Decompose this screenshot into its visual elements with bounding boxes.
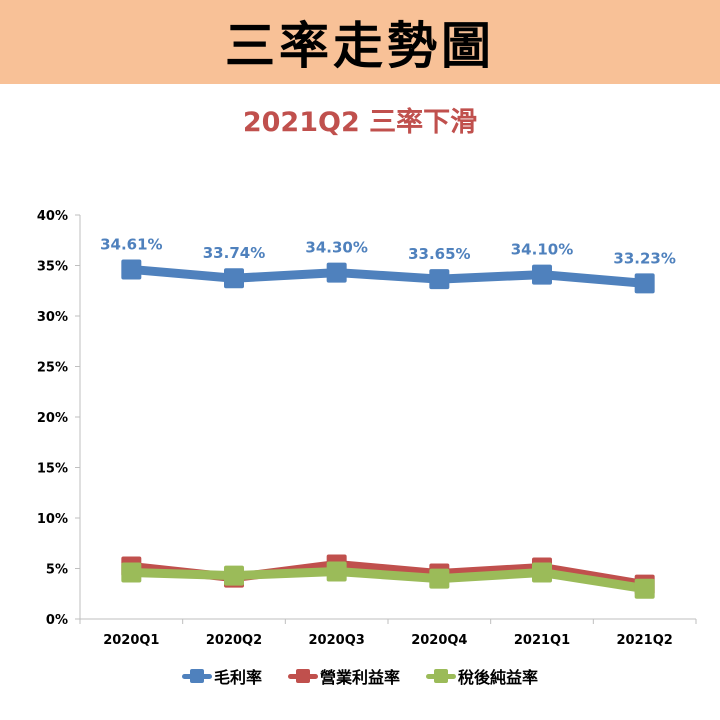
chart-legend: 毛利率 營業利益率 稅後純益率 xyxy=(0,664,720,688)
y-tick-label: 30% xyxy=(37,310,68,325)
data-point xyxy=(121,562,142,583)
data-point xyxy=(634,578,655,599)
data-point xyxy=(532,264,552,285)
data-point xyxy=(121,259,142,280)
legend-item-operating: 營業利益率 xyxy=(287,664,400,688)
y-tick-label: 5% xyxy=(46,563,68,578)
data-point xyxy=(634,273,655,294)
series-line-2 xyxy=(126,567,650,594)
legend-label-gross: 毛利率 xyxy=(213,668,262,687)
page-title: 三率走勢圖 xyxy=(225,17,495,75)
data-point xyxy=(326,561,347,582)
legend-item-gross: 毛利率 xyxy=(181,664,262,688)
legend-label-net: 稅後純益率 xyxy=(458,668,539,687)
legend-swatch-gross xyxy=(181,669,212,683)
data-point xyxy=(224,565,244,586)
x-tick-label: 2021Q1 xyxy=(514,633,570,648)
y-tick-label: 40% xyxy=(37,209,68,224)
x-tick-label: 2020Q3 xyxy=(309,633,365,648)
data-label: 33.23% xyxy=(613,249,675,267)
y-tick-label: 10% xyxy=(37,512,68,527)
y-tick-label: 15% xyxy=(37,462,68,477)
legend-swatch-net xyxy=(426,669,456,683)
data-point xyxy=(326,262,347,283)
x-tick-label: 2020Q4 xyxy=(411,633,467,648)
title-banner: 三率走勢圖 xyxy=(0,0,720,84)
y-tick-label: 25% xyxy=(37,361,68,376)
series-line-0 xyxy=(126,264,650,288)
data-label: 33.74% xyxy=(203,244,265,262)
y-tick-label: 0% xyxy=(46,613,68,628)
data-point xyxy=(224,268,244,289)
legend-label-operating: 營業利益率 xyxy=(319,668,400,687)
x-tick-label: 2021Q2 xyxy=(617,633,673,648)
y-tick-label: 20% xyxy=(37,411,68,426)
x-tick-label: 2020Q1 xyxy=(103,633,159,648)
x-tick-label: 2020Q2 xyxy=(206,633,262,648)
data-label: 34.30% xyxy=(305,239,367,257)
data-point xyxy=(532,562,552,583)
chart-subtitle: 2021Q2 三率下滑 xyxy=(242,107,478,138)
data-point xyxy=(429,568,450,589)
data-label: 34.10% xyxy=(511,241,573,259)
legend-item-net: 稅後純益率 xyxy=(426,664,538,688)
y-tick-label: 35% xyxy=(37,260,68,275)
data-label: 34.61% xyxy=(100,235,162,253)
data-label: 33.65% xyxy=(408,245,470,263)
legend-swatch-operating xyxy=(287,669,318,683)
data-point xyxy=(429,269,450,290)
